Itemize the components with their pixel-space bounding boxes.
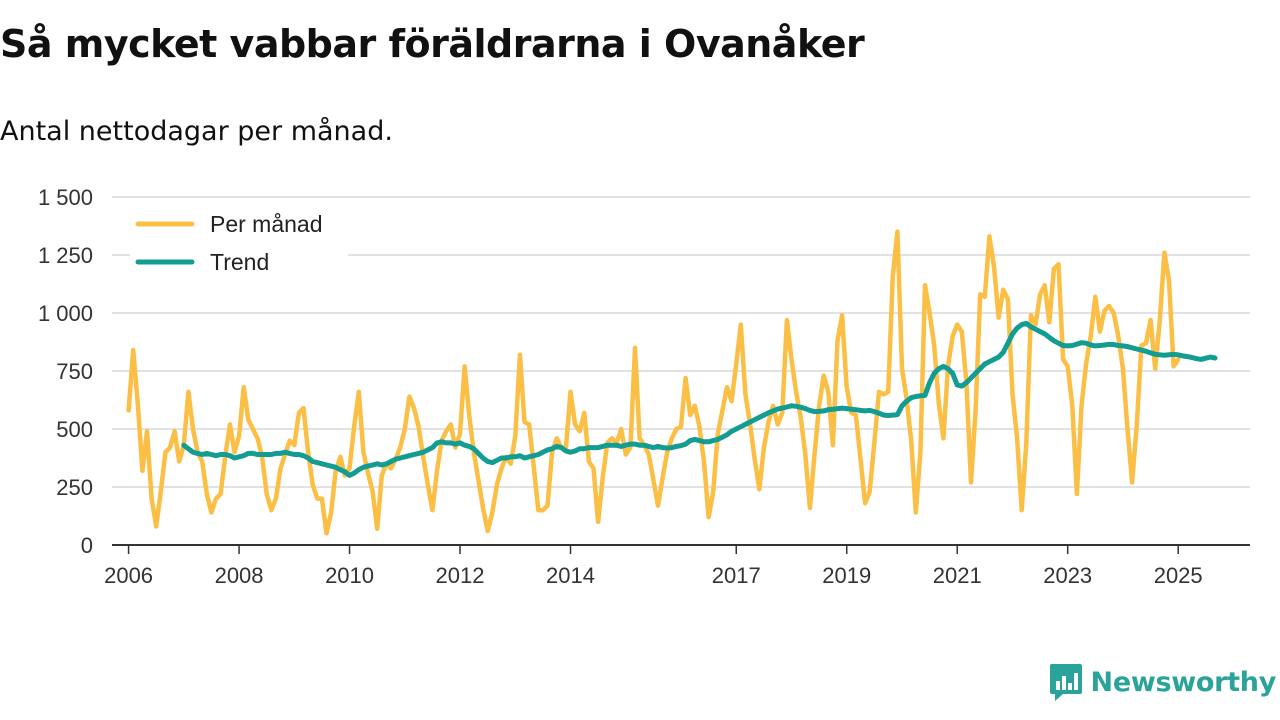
y-tick-label: 1 250 xyxy=(38,243,93,268)
x-tick-label: 2008 xyxy=(215,563,264,588)
x-tick-label: 2014 xyxy=(546,563,595,588)
x-tick-label: 2006 xyxy=(104,563,153,588)
y-tick-label: 1 500 xyxy=(38,185,93,210)
x-tick-label: 2010 xyxy=(325,563,374,588)
x-tick-label: 2021 xyxy=(933,563,982,588)
chart-subtitle: Antal nettodagar per månad. xyxy=(0,116,393,147)
newsworthy-logo-icon xyxy=(1049,664,1082,701)
series-line-per-manad xyxy=(126,229,1181,536)
series-lines xyxy=(126,229,1218,536)
x-tick-label: 2023 xyxy=(1043,563,1092,588)
y-tick-label: 750 xyxy=(56,359,93,384)
legend: Per månad Trend xyxy=(130,204,348,286)
newsworthy-logo-text: Newsworthy xyxy=(1090,666,1277,698)
x-tick-label: 2012 xyxy=(436,563,485,588)
legend-label-per-manad: Per månad xyxy=(210,211,323,237)
y-tick-label: 500 xyxy=(56,417,93,442)
y-tick-label: 0 xyxy=(81,533,93,558)
y-tick-label: 1 000 xyxy=(38,301,93,326)
newsworthy-logo: Newsworthy xyxy=(1049,662,1276,702)
x-tick-label: 2017 xyxy=(712,563,761,588)
x-tick-label: 2025 xyxy=(1154,563,1203,588)
y-tick-label: 250 xyxy=(56,475,93,500)
series-line-trend xyxy=(181,320,1218,478)
x-tick-label: 2019 xyxy=(822,563,871,588)
chart-title: Så mycket vabbar föräldrarna i Ovanåker xyxy=(0,22,865,66)
legend-label-trend: Trend xyxy=(210,249,269,275)
y-axis-ticks: 0 250 500 750 1 000 1 250 1 500 xyxy=(38,185,93,558)
legend-background xyxy=(130,204,348,286)
x-axis-ticks: 2006 2008 2010 2012 2014 2017 2019 2021 2023 2025 xyxy=(104,544,1250,588)
